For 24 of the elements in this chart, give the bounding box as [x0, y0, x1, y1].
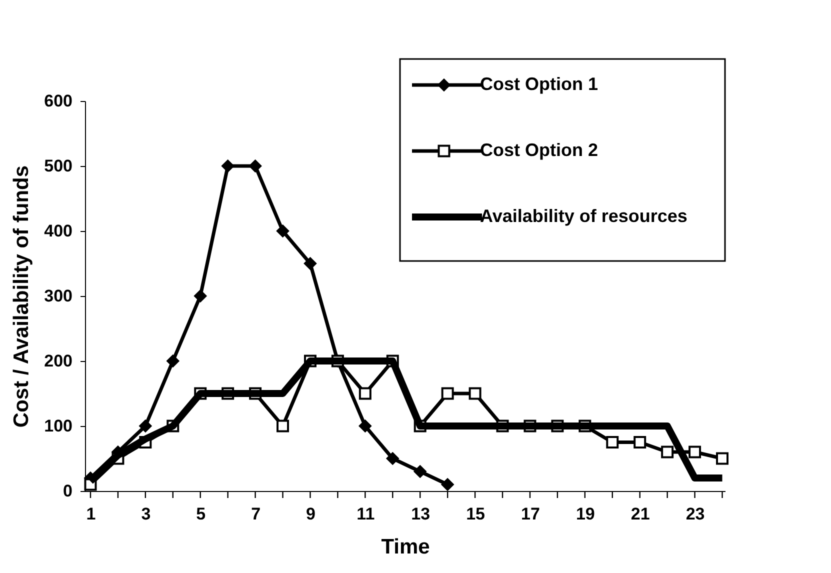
- x-tick-label: 23: [686, 504, 705, 524]
- y-tick-label: 400: [44, 222, 72, 240]
- x-tick-label: 11: [356, 504, 375, 524]
- legend-label: Cost Option 1: [480, 74, 598, 94]
- legend-label: Availability of resources: [480, 206, 688, 226]
- x-tick-label: 3: [141, 504, 151, 524]
- x-tick-label: 17: [521, 504, 540, 524]
- x-tick-label: 15: [466, 504, 486, 524]
- x-tick-label: 21: [630, 504, 650, 524]
- x-tick-label: 19: [576, 504, 595, 524]
- y-tick-label: 200: [44, 352, 72, 370]
- y-tick-label: 600: [44, 92, 72, 110]
- y-tick-label: 300: [44, 286, 72, 306]
- y-tick-label: 100: [44, 416, 72, 436]
- y-axis-title: Cost / Availability of funds: [10, 165, 34, 428]
- y-tick-label: 500: [44, 156, 72, 176]
- x-tick-label: 9: [306, 504, 316, 524]
- x-axis-title: Time: [381, 536, 430, 558]
- x-tick-label: 13: [411, 504, 430, 524]
- x-tick-label: 5: [196, 504, 206, 524]
- legend-label: Cost Option 2: [480, 140, 598, 160]
- y-tick-label: 0: [63, 482, 72, 500]
- x-tick-label: 7: [251, 504, 261, 524]
- x-tick-label: 1: [86, 504, 96, 524]
